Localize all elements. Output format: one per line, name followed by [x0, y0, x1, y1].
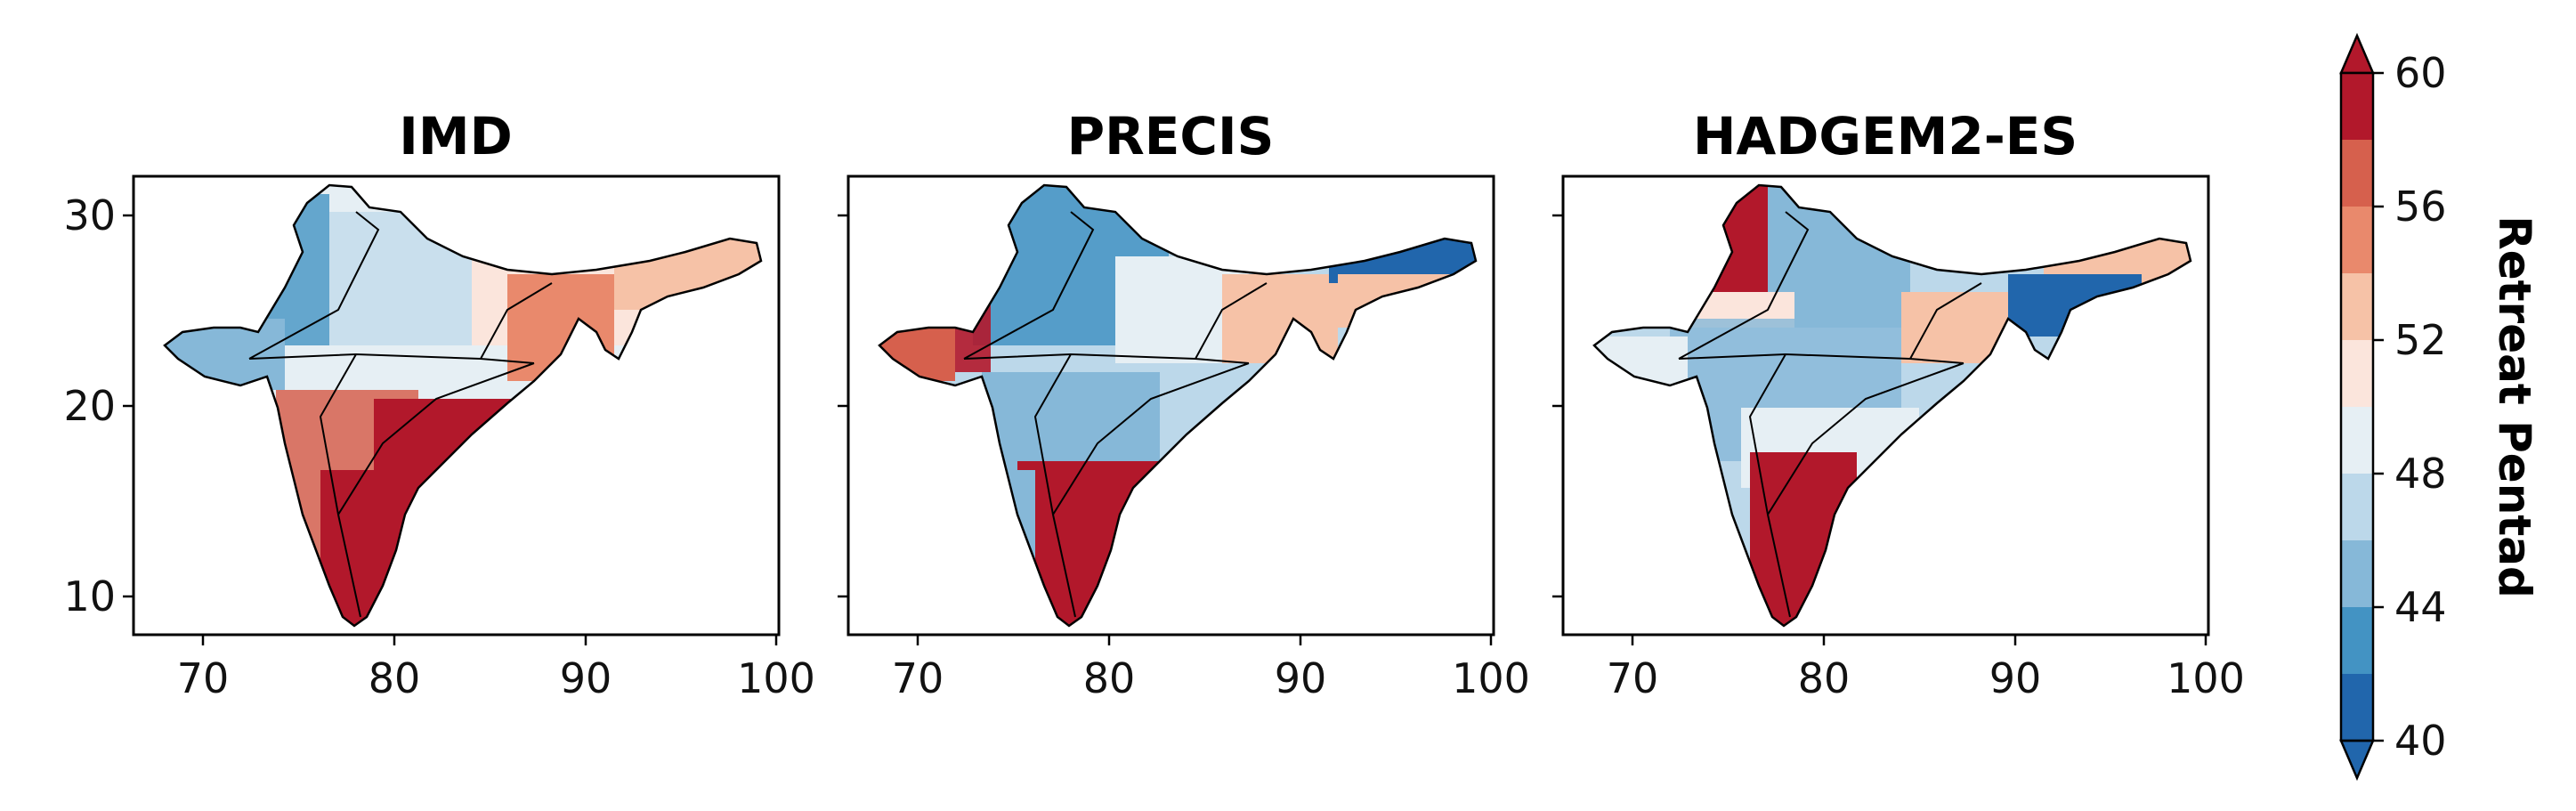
colorbar-band: [2341, 540, 2373, 608]
map-fill-hadgem2-es: [1594, 185, 2191, 626]
region-nw-hadgem: [1608, 185, 1768, 301]
region-east-hadgem: [1901, 292, 2026, 363]
x-tick-label: 80: [1798, 654, 1851, 702]
y-axis-precis: [838, 214, 848, 598]
x-tick-label: 100: [737, 654, 815, 702]
subregion-lines-imd: [248, 211, 553, 618]
x-axis-hadgem2-es: 70 80 90 100: [1607, 635, 2245, 702]
x-tick-label: 90: [560, 654, 612, 702]
region-west-hadgem: [1594, 337, 1688, 390]
colorbar-band: [2341, 340, 2373, 408]
colorbar-tick-label: 40: [2394, 717, 2447, 765]
region-north-imd: [329, 212, 481, 345]
panel-title-imd: IMD: [399, 106, 512, 166]
panel-title-hadgem2-es: HADGEM2-ES: [1693, 106, 2078, 166]
x-tick-label: 90: [1989, 654, 2042, 702]
x-tick-label: 70: [892, 654, 944, 702]
colorbar-bands: [2341, 73, 2373, 742]
subregion-lines-precis: [963, 211, 1268, 618]
colorbar-tick-label: 48: [2394, 450, 2447, 498]
colorbar-band: [2341, 674, 2373, 742]
y-tick-label: 10: [63, 572, 116, 620]
panel-title-precis: PRECIS: [1067, 106, 1275, 166]
region-ne2-precis: [1338, 274, 1454, 328]
colorbar-tick-label: 52: [2394, 316, 2447, 364]
colorbar-ticks: 60 56 52 48 44 40: [2373, 49, 2447, 765]
y-tick-label: 30: [63, 191, 116, 239]
panel-imd: IMD 70 80 90 100: [63, 106, 814, 702]
colorbar-band: [2341, 73, 2373, 141]
region-base-precis: [879, 185, 1476, 626]
map-fill-precis: [879, 185, 1476, 626]
colorbar: 60 56 52 48 44 40 Retreat Pentad: [2339, 32, 2540, 782]
x-axis-imd: 70 80 90 100: [177, 635, 815, 702]
panel-hadgem2-es: HADGEM2-ES 70 80 90 100: [1552, 106, 2245, 702]
map-fill-imd: [165, 185, 761, 626]
colorbar-band: [2341, 207, 2373, 274]
region-ne-precis: [1329, 221, 1476, 283]
region-bengal-imd: [507, 274, 614, 381]
colorbar-band: [2341, 273, 2373, 341]
subregion-lines-hadgem2-es: [1678, 211, 1982, 618]
region-ne2-hadgem: [2008, 274, 2142, 337]
colorbar-extend-min: [2339, 739, 2375, 782]
x-tick-label: 70: [177, 654, 230, 702]
region-gujarat-imd: [165, 319, 285, 390]
region-nw-imd: [187, 194, 329, 345]
colorbar-tick-label: 60: [2394, 49, 2447, 97]
x-tick-label: 100: [2167, 654, 2245, 702]
x-tick-label: 80: [1083, 654, 1136, 702]
x-tick-label: 100: [1452, 654, 1530, 702]
colorbar-band: [2341, 140, 2373, 207]
y-axis-hadgem2-es: [1552, 214, 1563, 598]
colorbar-band: [2341, 474, 2373, 541]
region-coast-precis: [991, 470, 1035, 577]
x-tick-label: 80: [369, 654, 421, 702]
colorbar-tick-label: 56: [2394, 182, 2447, 231]
colorbar-extend-max: [2339, 32, 2375, 75]
region-south-hadgem: [1750, 452, 1857, 626]
region-south-precis: [1017, 461, 1160, 626]
colorbar-label: Retreat Pentad: [2489, 215, 2540, 598]
y-axis-imd: 30 20 10: [63, 191, 134, 620]
panel-precis: PRECIS 70 80 90 100: [838, 106, 1530, 702]
colorbar-band: [2341, 407, 2373, 474]
y-tick-label: 20: [63, 382, 116, 430]
x-axis-precis: 70 80 90 100: [892, 635, 1530, 702]
x-tick-label: 90: [1275, 654, 1327, 702]
colorbar-tick-label: 44: [2394, 583, 2447, 631]
colorbar-band: [2341, 607, 2373, 675]
colorbar-frame: [2339, 71, 2375, 742]
x-tick-label: 70: [1607, 654, 1659, 702]
